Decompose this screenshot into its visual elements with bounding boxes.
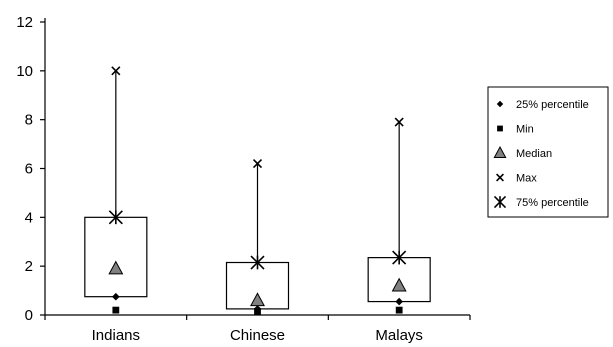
y-tick-label: 2 [25, 258, 33, 275]
y-tick-label: 12 [16, 14, 33, 31]
point-diamond-malays [395, 297, 403, 306]
y-tick-label: 0 [25, 307, 33, 324]
legend: 25% percentile Min Median Max 75% percentile [487, 86, 609, 218]
point-x-indians-stroke-b [111, 66, 121, 76]
point-x-indians [111, 66, 121, 76]
legend-marker-diamond [496, 100, 504, 108]
point-asterisk-indians [108, 210, 123, 225]
legend-label: 25% percentile [516, 99, 589, 111]
box-indians [84, 216, 148, 298]
point-x-malays-stroke-b [394, 117, 404, 127]
point-triangle-chinese [250, 292, 265, 307]
y-tick-label: 4 [25, 209, 33, 226]
point-asterisk-malays [392, 250, 407, 265]
legend-marker-square [497, 125, 503, 132]
x-category-label: Chinese [230, 327, 285, 344]
legend-label: Median [516, 148, 552, 160]
point-x-malays [394, 117, 404, 127]
legend-marker-x-stroke-b [496, 173, 504, 182]
x-category-label: Malays [375, 327, 423, 344]
y-tick-label: 10 [16, 63, 33, 80]
y-tick-label: 6 [25, 161, 33, 178]
x-category-label: Indians [92, 327, 140, 344]
legend-label: Max [516, 173, 537, 185]
legend-marker-triangle [493, 146, 507, 158]
point-square-indians [112, 306, 120, 314]
point-triangle-indians [108, 260, 124, 275]
legend-label: 75% percentile [516, 197, 589, 209]
legend-box [487, 86, 609, 218]
point-x-chinese-stroke-b [252, 159, 263, 169]
point-x-chinese [252, 159, 263, 169]
point-square-chinese [254, 307, 261, 315]
point-diamond-indians [112, 292, 120, 301]
point-square-malays [395, 306, 403, 314]
legend-marker-x [496, 173, 504, 182]
point-triangle-malays [391, 277, 407, 292]
axes: 0 2 4 6 8 10 12 Indians Chinese Malays [16, 14, 471, 344]
point-asterisk-chinese [250, 255, 265, 270]
y-tick-label: 8 [25, 112, 33, 129]
legend-label: Min [516, 124, 534, 136]
legend-marker-asterisk [493, 195, 507, 209]
plot-area [84, 66, 431, 315]
